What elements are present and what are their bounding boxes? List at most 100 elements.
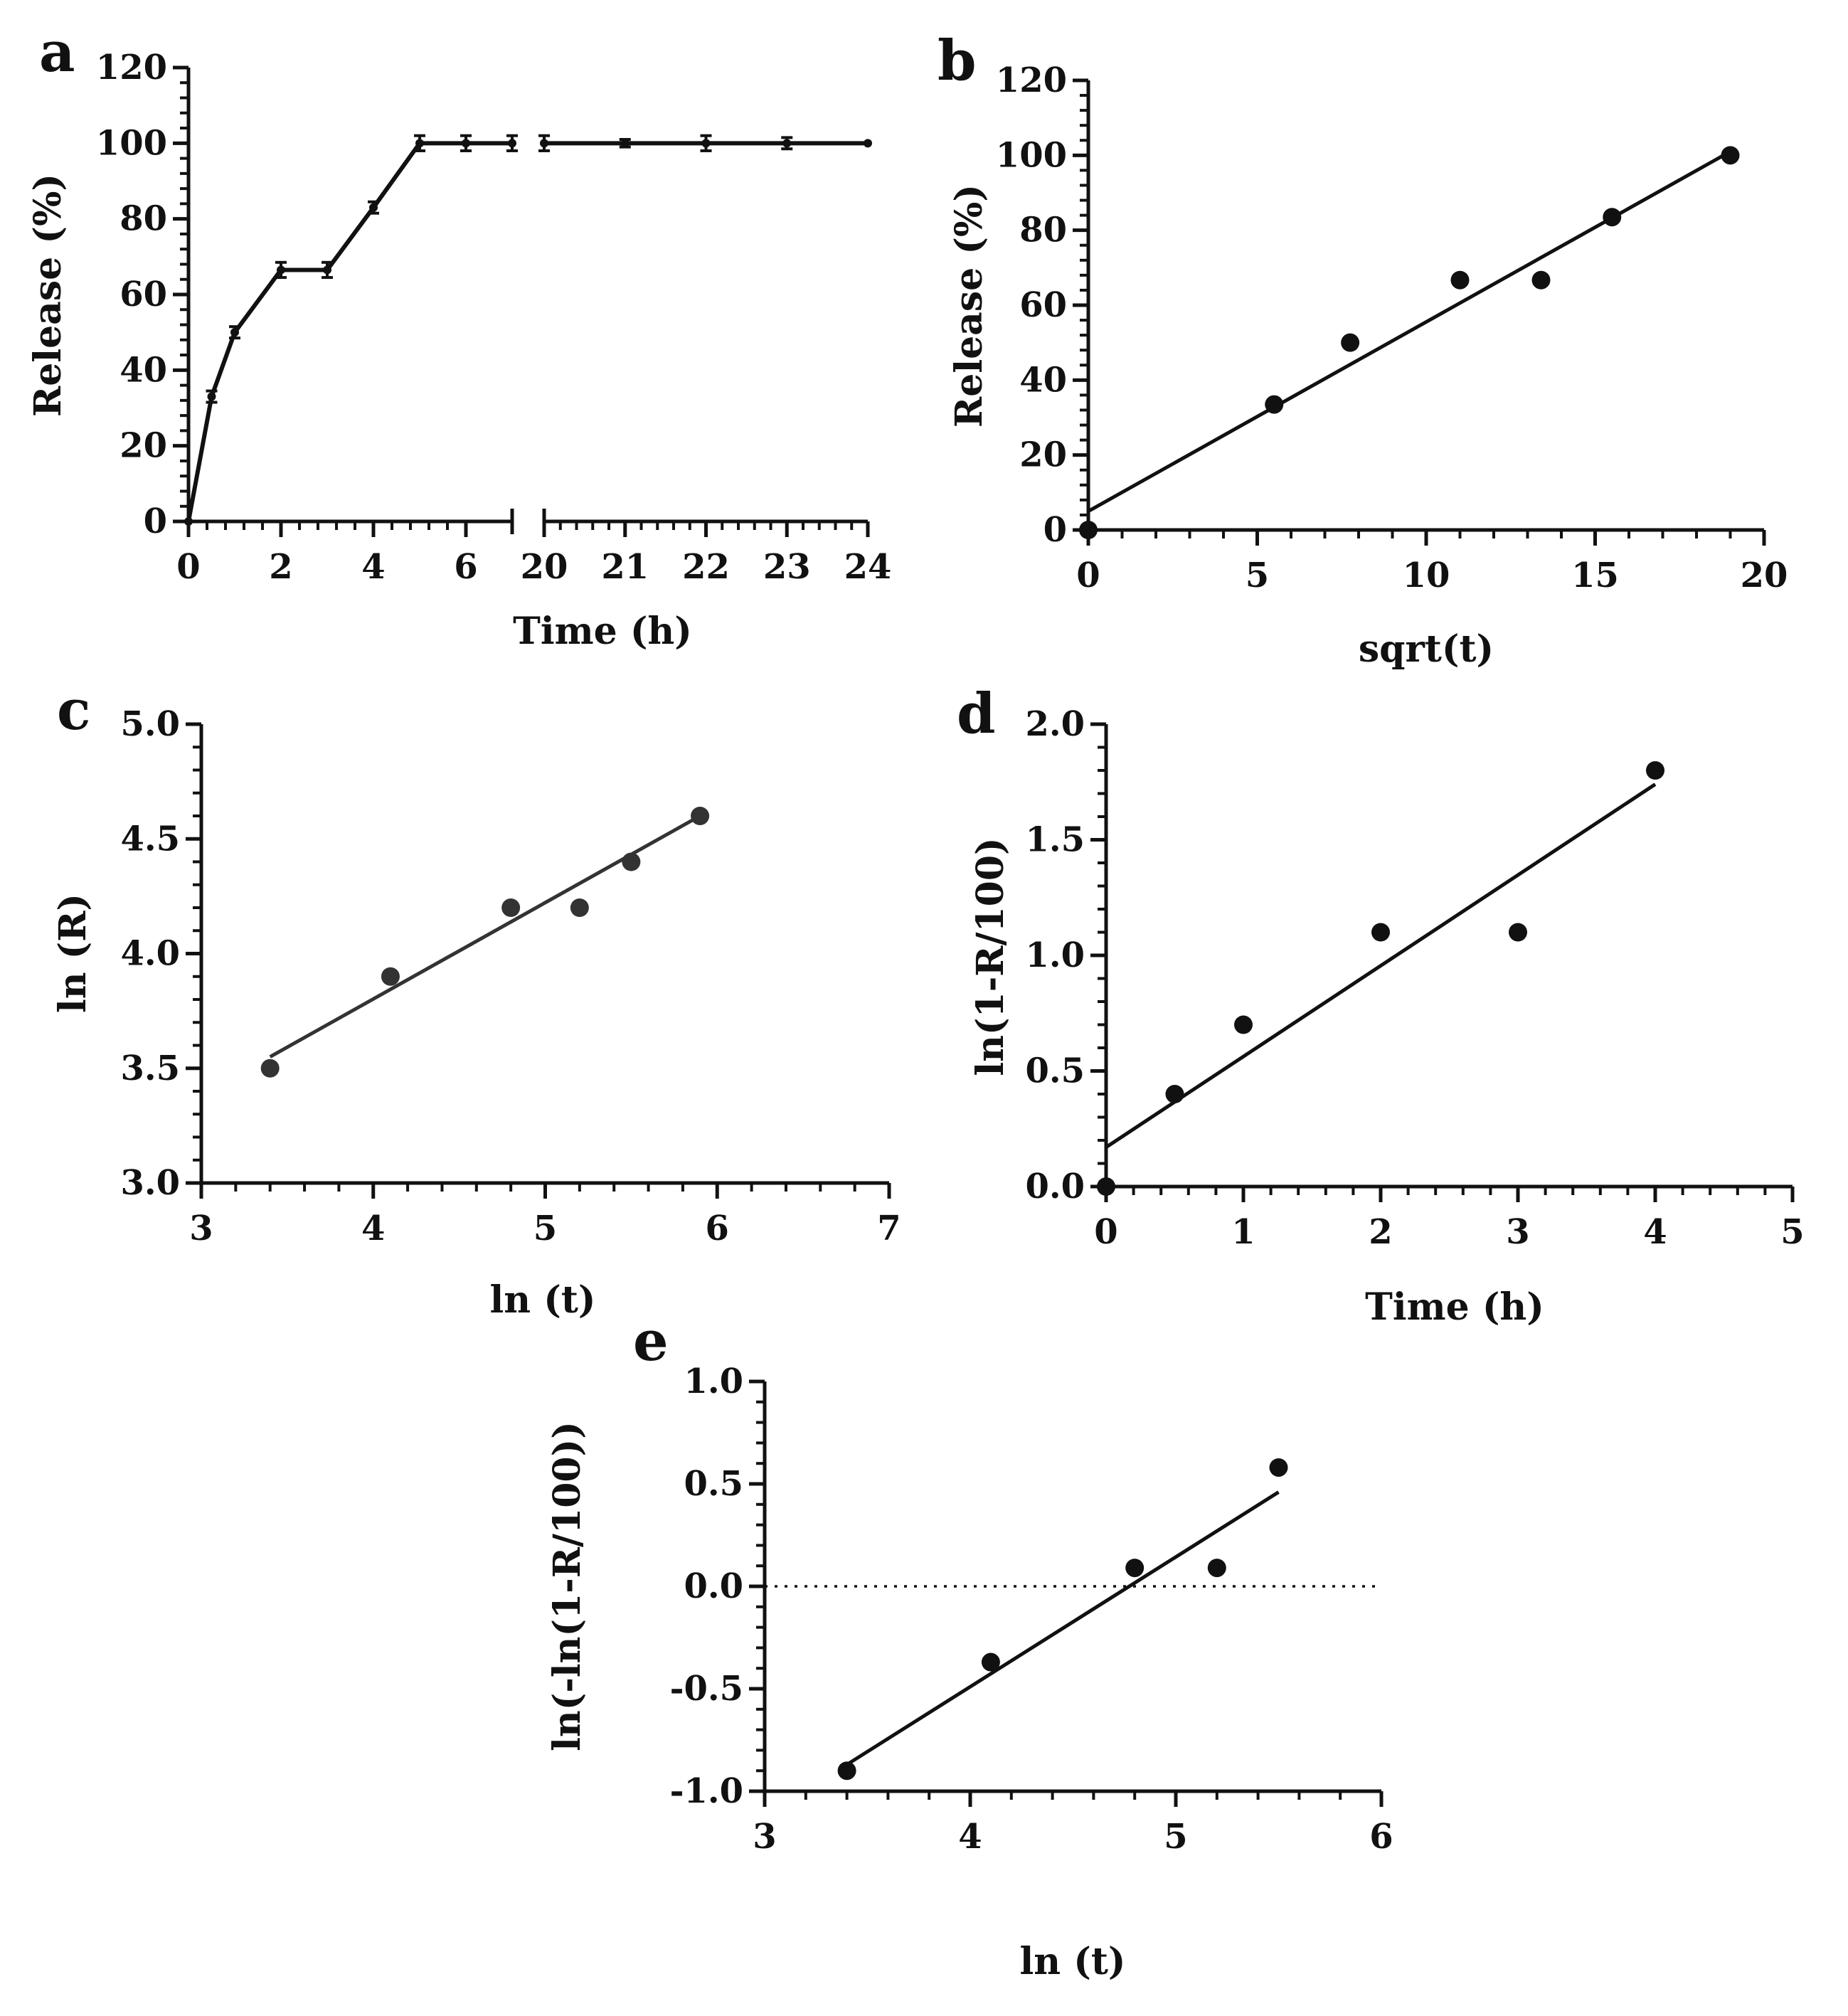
y-tick-label: 2.0 [1025,704,1085,744]
data-point [230,328,239,337]
y-tick-label: 100 [96,123,167,163]
data-point [691,807,710,825]
data-point [1265,395,1284,414]
x-tick-label: 4 [958,1817,982,1857]
data-point [782,139,792,148]
data-point [1165,1085,1184,1103]
x-tick-label: 23 [763,547,811,587]
data-point [1721,146,1740,165]
x-tick-label: 21 [601,547,649,587]
y-tick-label: 3.5 [120,1049,180,1088]
data-point [369,203,378,212]
x-axis-title: sqrt(t) [1359,627,1494,671]
y-axis-title: ln(-ln(1-R/100)) [546,1421,589,1751]
y-tick-label: 0 [144,502,167,541]
y-tick-label: 40 [1019,360,1067,400]
data-point [1207,1559,1226,1578]
y-tick-label: 4.5 [120,819,180,859]
y-tick-label: 20 [1019,435,1067,475]
x-axis-title: Time (h) [513,610,692,653]
data-point [570,898,589,917]
x-tick-label: 3 [753,1817,776,1857]
data-point [1341,333,1360,352]
data-point [1509,923,1527,942]
data-point [462,139,470,148]
y-tick-label: 5.0 [120,704,180,744]
y-tick-label: 3.0 [120,1163,180,1203]
panel-letter: c [57,678,91,743]
y-tick-label: 0.0 [684,1566,743,1606]
x-tick-label: 4 [361,1209,385,1248]
y-tick-label: 4.0 [120,934,180,974]
y-tick-label: 20 [120,426,167,466]
x-tick-label: 7 [877,1209,901,1248]
x-tick-label: 0 [1076,556,1100,595]
data-point [260,1059,280,1078]
fit-line [269,814,701,1059]
y-tick-label: 1.0 [1025,935,1085,975]
x-tick-label: 6 [454,547,477,587]
data-point [1097,1177,1115,1196]
x-tick-label: 5 [1780,1212,1804,1252]
x-axis-title: Time (h) [1365,1285,1544,1329]
data-point [540,139,548,148]
x-tick-label: 1 [1231,1212,1255,1252]
panel-e: -1.0 -0.5 0.0 0.5 1.0 e ln (t) ln(-ln(1-R/100))… [546,1309,1393,1983]
data-point [508,139,516,148]
x-tick-label: 10 [1403,556,1450,595]
x-tick-label: 5 [533,1209,557,1248]
y-tick-label: 1.5 [1025,820,1085,860]
y-tick-label: -0.5 [670,1669,743,1709]
fit-line [1087,149,1731,513]
y-tick-label: 0.5 [1025,1051,1085,1091]
y-tick-label: 80 [120,199,167,239]
y-axis-title: Release (%) [947,184,991,428]
x-tick-label: 20 [521,547,568,587]
y-tick-label: 60 [1019,285,1067,325]
panel-d: 0.0 0.5 1.0 1.5 2.0 d Time (h) ln(1-R/100) 0 1 2 3 4… [957,681,1805,1329]
x-tick-label: 6 [1369,1817,1393,1857]
data-point [1371,923,1390,942]
x-tick-label: 22 [682,547,730,587]
y-tick-label: 100 [996,135,1067,175]
data-point [701,139,711,148]
x-tick-label: 2 [1369,1212,1392,1252]
x-tick-label: 24 [844,547,892,587]
fit-line [1105,782,1657,1149]
data-point [1269,1458,1288,1477]
x-tick-label: 2 [269,547,292,587]
y-tick-label: 0 [1044,510,1067,550]
data-point [1125,1559,1145,1578]
x-axis-title: ln (t) [1020,1940,1126,1983]
x-tick-label: 20 [1741,556,1788,595]
data-point [1646,761,1664,780]
x-tick-label: 0 [176,547,200,587]
panel-b: 0 20 40 60 80 100 120 b sqrt(t) Release (%) 0 5 10 15… [938,28,1788,671]
x-axis-title: ln (t) [490,1278,596,1322]
data-point [620,139,630,148]
panel-letter: b [938,28,977,93]
x-tick-label: 3 [189,1209,213,1248]
panel-letter: e [633,1309,669,1374]
data-point [207,392,216,401]
data-point [381,967,400,986]
y-tick-label: 40 [120,350,167,390]
y-axis-title: ln (R) [51,893,95,1013]
x-tick-label: 5 [1164,1817,1187,1857]
x-tick-label: 4 [361,547,385,587]
data-point [277,265,285,275]
y-tick-label: 80 [1019,211,1067,250]
data-point [323,265,331,275]
fit-line [846,1490,1280,1766]
y-tick-label: 0.5 [684,1464,743,1504]
x-tick-label: 3 [1506,1212,1529,1252]
data-point [864,139,872,148]
x-tick-label: 4 [1643,1212,1667,1252]
data-point [981,1652,1000,1672]
data-point [622,852,641,871]
data-point [1234,1015,1253,1034]
data-point [184,517,193,526]
x-tick-label: 15 [1571,556,1619,595]
